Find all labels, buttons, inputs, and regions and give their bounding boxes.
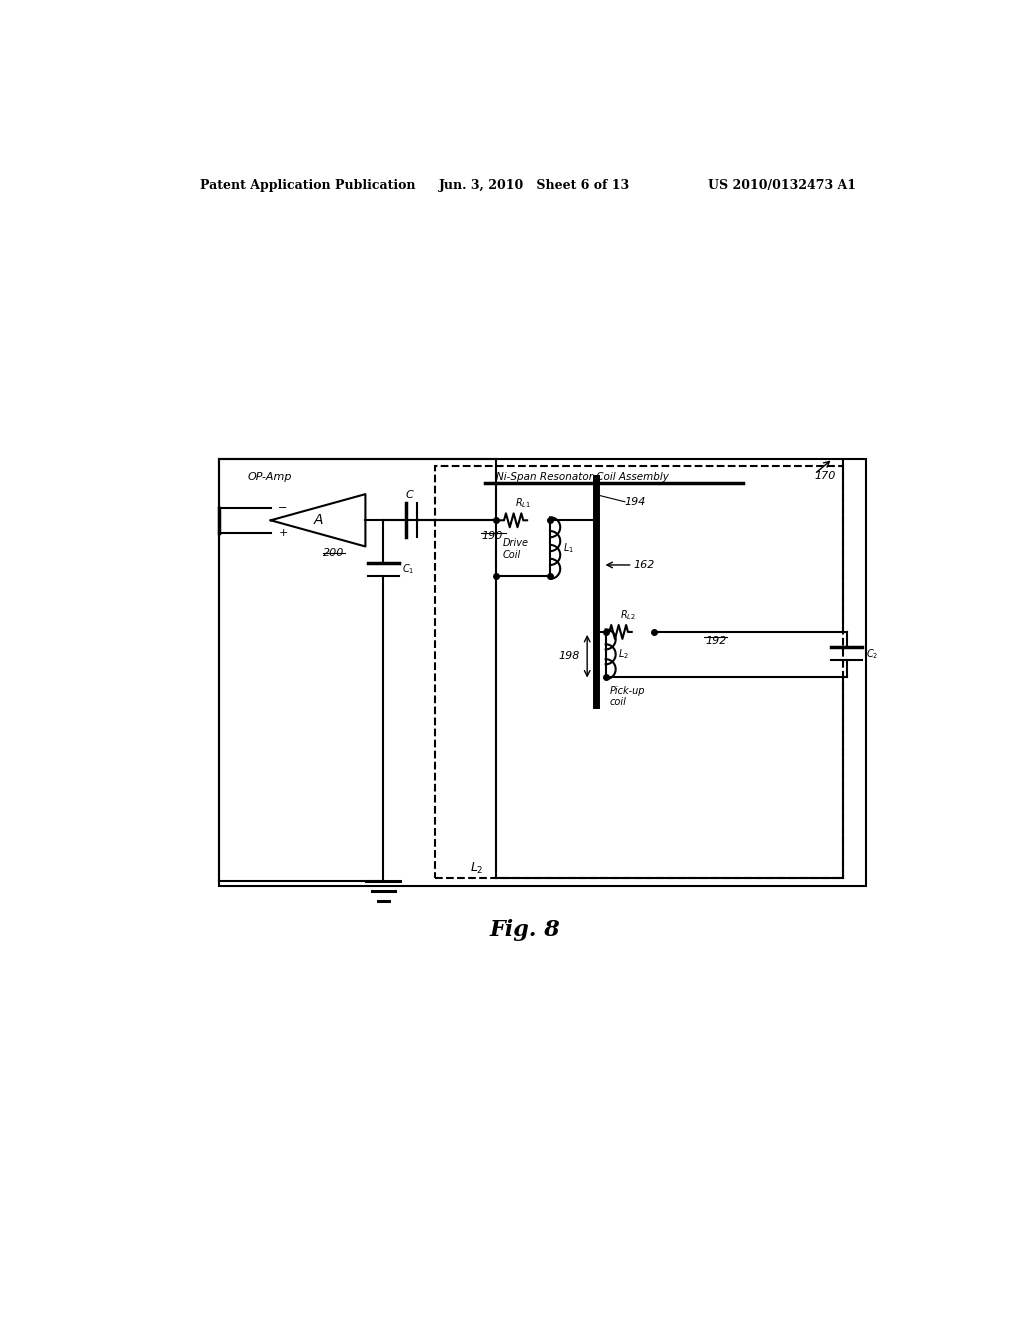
- Text: Ni-Span Resonator Coil Assembly: Ni-Span Resonator Coil Assembly: [497, 471, 670, 482]
- Text: Jun. 3, 2010   Sheet 6 of 13: Jun. 3, 2010 Sheet 6 of 13: [438, 178, 630, 191]
- Text: 200: 200: [323, 548, 344, 557]
- Text: $C_1$: $C_1$: [402, 562, 415, 576]
- Text: Drive
Coil: Drive Coil: [503, 539, 528, 560]
- Text: 170: 170: [814, 471, 836, 480]
- Text: 192: 192: [706, 636, 726, 645]
- Text: $R_{L2}$: $R_{L2}$: [620, 609, 636, 622]
- Text: OP-Amp: OP-Amp: [248, 471, 292, 482]
- Text: C: C: [406, 490, 413, 499]
- Text: $L_1$: $L_1$: [562, 541, 573, 554]
- Text: 194: 194: [625, 496, 646, 507]
- Text: −: −: [279, 503, 288, 513]
- Text: A: A: [313, 513, 324, 527]
- Text: Patent Application Publication: Patent Application Publication: [200, 178, 416, 191]
- Text: 162: 162: [634, 560, 654, 570]
- Bar: [219, 459, 866, 886]
- Text: $R_{L1}$: $R_{L1}$: [515, 496, 531, 510]
- Text: 190: 190: [481, 531, 503, 541]
- Text: $L_2$: $L_2$: [470, 861, 484, 876]
- Text: $L_2$: $L_2$: [617, 647, 629, 661]
- Text: $C_2$: $C_2$: [866, 647, 879, 661]
- Bar: [435, 466, 843, 878]
- Text: +: +: [279, 528, 288, 537]
- Text: 198: 198: [558, 651, 580, 661]
- Text: Fig. 8: Fig. 8: [489, 919, 560, 941]
- Text: US 2010/0132473 A1: US 2010/0132473 A1: [708, 178, 856, 191]
- Text: Pick-up
coil: Pick-up coil: [609, 686, 645, 708]
